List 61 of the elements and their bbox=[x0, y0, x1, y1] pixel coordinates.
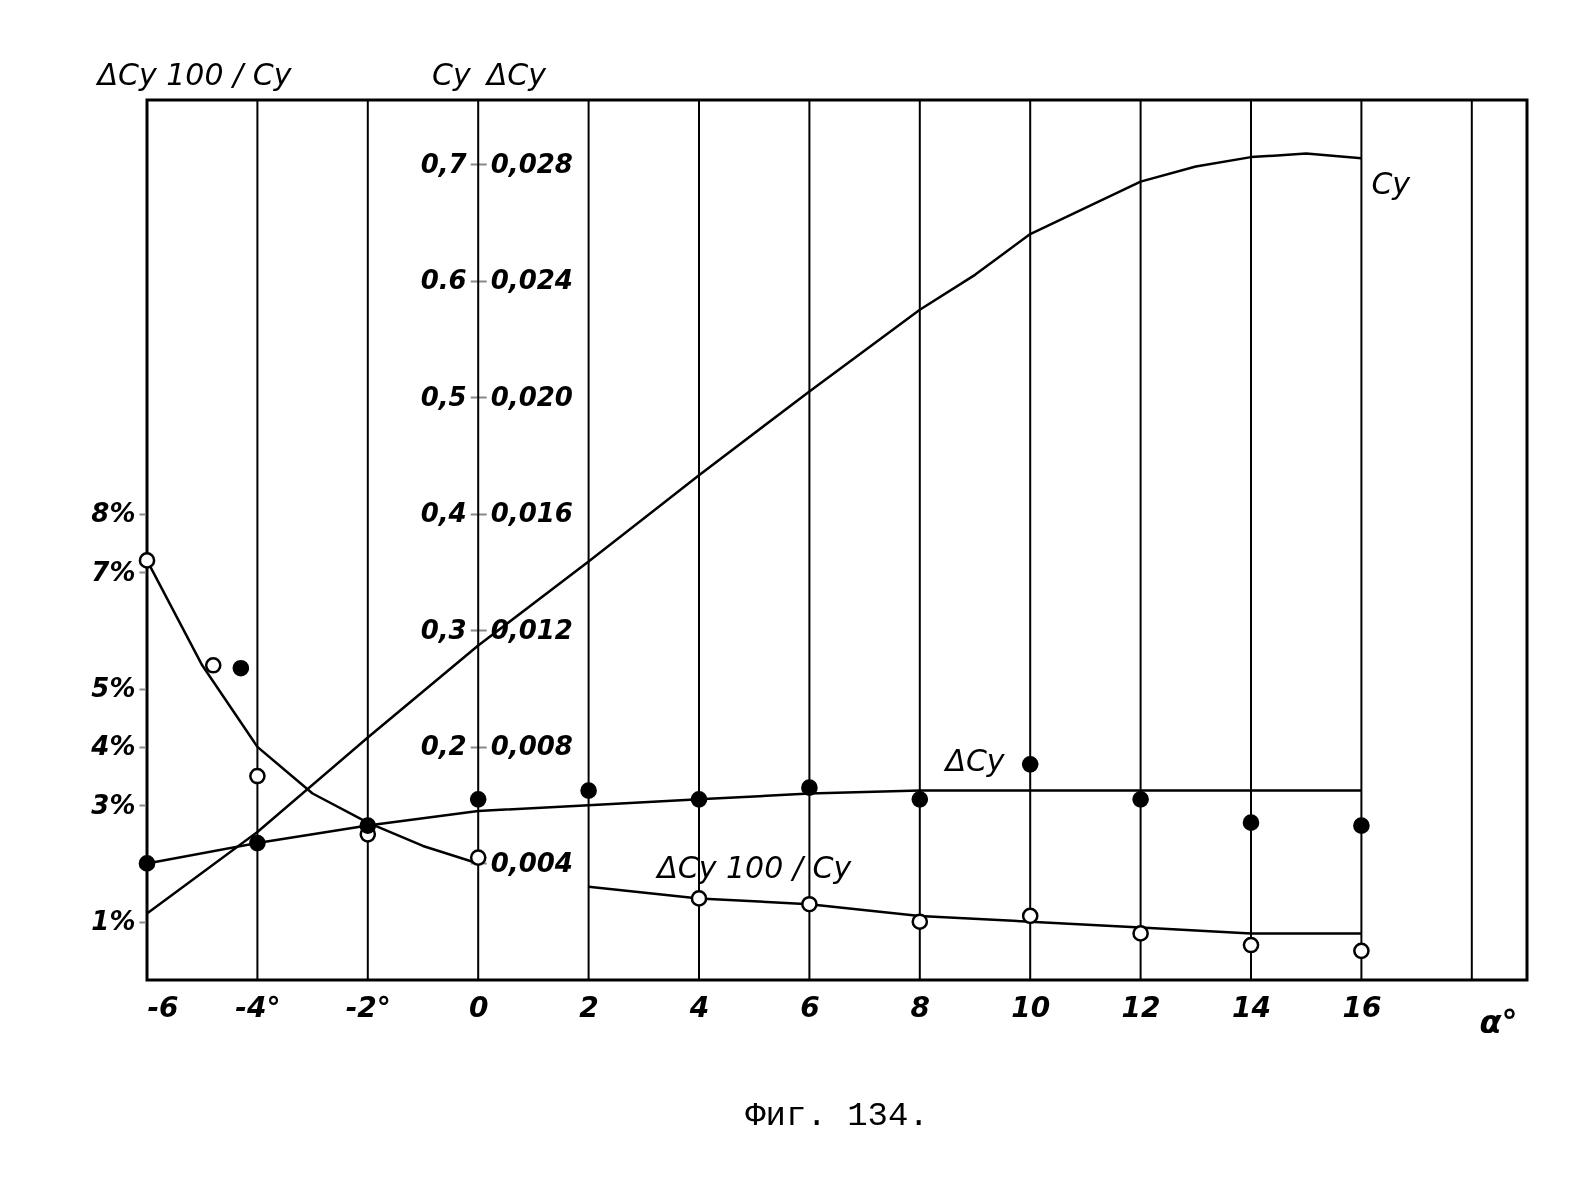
y3-tick-label: 5% bbox=[91, 673, 136, 704]
point bbox=[580, 782, 597, 799]
point bbox=[801, 895, 818, 913]
x-tick-label: 8 bbox=[910, 990, 931, 1024]
x-tick-label: 10 bbox=[1011, 990, 1051, 1024]
x-tick-label: -6 bbox=[147, 990, 179, 1024]
x-tick-label: 0 bbox=[468, 990, 489, 1024]
y2-tick-label: 0,016 bbox=[490, 498, 573, 529]
y2-tick-label: 0,020 bbox=[490, 381, 573, 412]
point bbox=[1353, 942, 1370, 960]
y2-axis-title: ΔCy bbox=[484, 56, 548, 92]
point bbox=[1132, 791, 1149, 808]
y3-tick-label: 4% bbox=[90, 731, 136, 762]
point bbox=[359, 817, 377, 834]
point bbox=[690, 791, 708, 808]
x-tick-label: -4° bbox=[235, 990, 281, 1024]
y-tick-label: 0,4 bbox=[420, 498, 467, 529]
y2-tick-label: 0,024 bbox=[490, 265, 573, 296]
y2-tick-label: 0,004 bbox=[490, 847, 573, 878]
y-tick-label: 0,3 bbox=[420, 614, 467, 645]
point bbox=[1242, 814, 1260, 831]
point bbox=[1021, 907, 1039, 925]
series-label: ΔCy bbox=[943, 742, 1006, 778]
point bbox=[249, 834, 266, 852]
point bbox=[138, 552, 156, 569]
point bbox=[1132, 925, 1149, 942]
x-tick-label: 4 bbox=[688, 990, 710, 1024]
point bbox=[469, 791, 487, 808]
point bbox=[911, 791, 929, 808]
x-tick-label: 6 bbox=[800, 990, 820, 1024]
point bbox=[469, 849, 487, 866]
point bbox=[911, 913, 929, 931]
y2-tick-label: 0,028 bbox=[490, 148, 573, 179]
x-tick-label: 14 bbox=[1232, 990, 1271, 1024]
point bbox=[690, 890, 708, 907]
point bbox=[138, 855, 156, 872]
point bbox=[1021, 756, 1039, 773]
y-tick-label: 0.6 bbox=[420, 265, 467, 296]
point bbox=[204, 656, 222, 674]
text: Фиг. 134. bbox=[745, 1097, 929, 1135]
point bbox=[801, 779, 818, 796]
x-tick-label: 16 bbox=[1342, 990, 1382, 1024]
y3-tick-label: 3% bbox=[91, 789, 136, 820]
y3-axis-title: ΔCy 100 / Cy bbox=[95, 56, 293, 92]
x-axis-title: α° bbox=[1479, 1002, 1518, 1041]
y-tick-label: 0,2 bbox=[420, 731, 467, 762]
series-label: Cy bbox=[1371, 166, 1412, 202]
x-tick-label: 12 bbox=[1121, 990, 1161, 1024]
x-tick-label: 2 bbox=[579, 990, 599, 1024]
y-tick-label: 0,5 bbox=[420, 381, 467, 412]
y3-tick-label: 7% bbox=[91, 556, 136, 587]
y3-tick-label: 1% bbox=[91, 906, 136, 937]
point bbox=[249, 767, 266, 785]
y-tick-label: 0,7 bbox=[420, 148, 468, 179]
y-axis-title: Cy bbox=[432, 56, 472, 92]
x-tick-label: -2° bbox=[345, 990, 391, 1024]
y3-tick-label: 8% bbox=[91, 498, 136, 529]
point bbox=[1353, 817, 1370, 834]
y2-tick-label: 0,008 bbox=[490, 731, 573, 762]
point bbox=[1242, 936, 1260, 954]
point bbox=[232, 659, 250, 677]
